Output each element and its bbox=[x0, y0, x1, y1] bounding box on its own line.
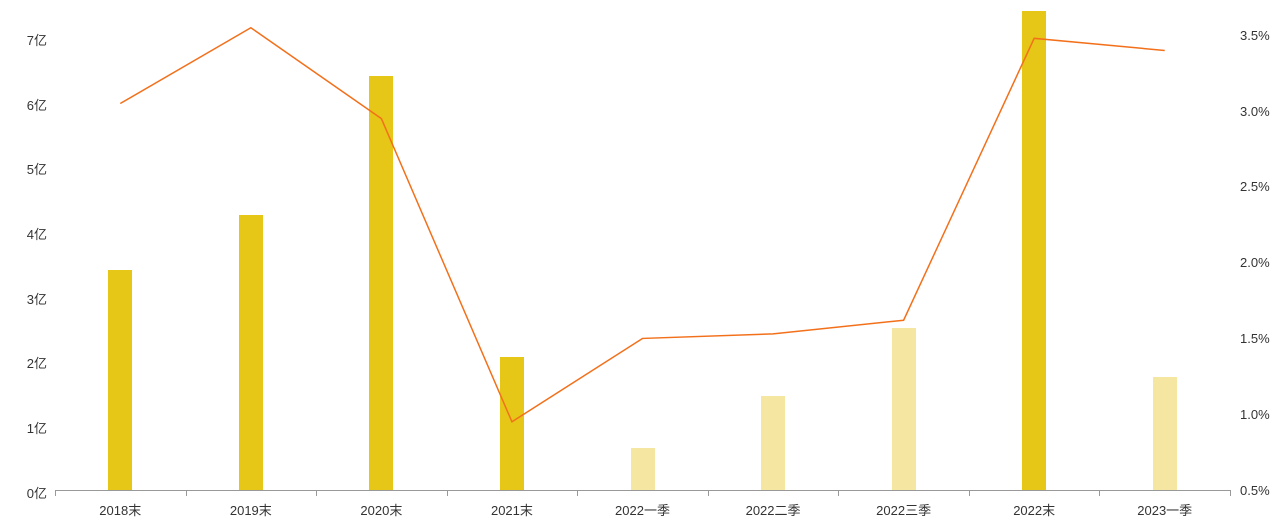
x-axis-tickmark bbox=[838, 490, 839, 496]
y-left-tick-label: 5亿 bbox=[27, 159, 47, 178]
y-right-tick-label: 3.5% bbox=[1240, 28, 1270, 43]
x-tick-label: 2022末 bbox=[1013, 500, 1055, 519]
x-axis-baseline bbox=[55, 490, 1230, 491]
x-tick-label: 2018末 bbox=[99, 500, 141, 519]
y-left-tick-label: 2亿 bbox=[27, 353, 47, 372]
x-axis-tickmark bbox=[316, 490, 317, 496]
x-tick-label: 2021末 bbox=[491, 500, 533, 519]
bar bbox=[631, 448, 655, 490]
bar bbox=[500, 357, 524, 490]
bar bbox=[1022, 11, 1046, 490]
x-axis-tickmark bbox=[708, 490, 709, 496]
y-left-tick-label: 6亿 bbox=[27, 95, 47, 114]
bar bbox=[369, 76, 393, 490]
y-left-tick-label: 4亿 bbox=[27, 224, 47, 243]
x-tick-label: 2022三季 bbox=[876, 500, 931, 519]
y-right-tick-label: 0.5% bbox=[1240, 483, 1270, 498]
y-left-tick-label: 0亿 bbox=[27, 483, 47, 502]
x-tick-label: 2022一季 bbox=[615, 500, 670, 519]
x-axis-tickmark bbox=[55, 490, 56, 496]
x-tick-label: 2019末 bbox=[230, 500, 272, 519]
y-right-tick-label: 1.5% bbox=[1240, 331, 1270, 346]
y-right-tick-label: 2.5% bbox=[1240, 179, 1270, 194]
x-axis-tickmark bbox=[1099, 490, 1100, 496]
bar bbox=[108, 270, 132, 490]
x-axis-tickmark bbox=[577, 490, 578, 496]
x-axis-tickmark bbox=[969, 490, 970, 496]
bar bbox=[239, 215, 263, 490]
x-tick-label: 2023一季 bbox=[1137, 500, 1192, 519]
y-right-tick-label: 1.0% bbox=[1240, 407, 1270, 422]
x-tick-label: 2020末 bbox=[360, 500, 402, 519]
x-axis-tickmark bbox=[447, 490, 448, 496]
line-series-path bbox=[120, 28, 1164, 422]
y-left-tick-label: 1亿 bbox=[27, 418, 47, 437]
y-left-tick-label: 3亿 bbox=[27, 289, 47, 308]
x-tick-label: 2022二季 bbox=[746, 500, 801, 519]
bar bbox=[761, 396, 785, 490]
y-left-tick-label: 7亿 bbox=[27, 30, 47, 49]
y-right-tick-label: 2.0% bbox=[1240, 255, 1270, 270]
x-axis-tickmark bbox=[186, 490, 187, 496]
bar bbox=[1153, 377, 1177, 490]
x-axis-tickmark bbox=[1230, 490, 1231, 496]
combo-chart: 0亿 1亿 2亿 3亿 4亿 5亿 6亿 7亿 0.5% 1.0% 1.5% 2.0% 2.5% 3.0… bbox=[0, 0, 1287, 527]
y-right-tick-label: 3.0% bbox=[1240, 104, 1270, 119]
bar bbox=[892, 328, 916, 490]
